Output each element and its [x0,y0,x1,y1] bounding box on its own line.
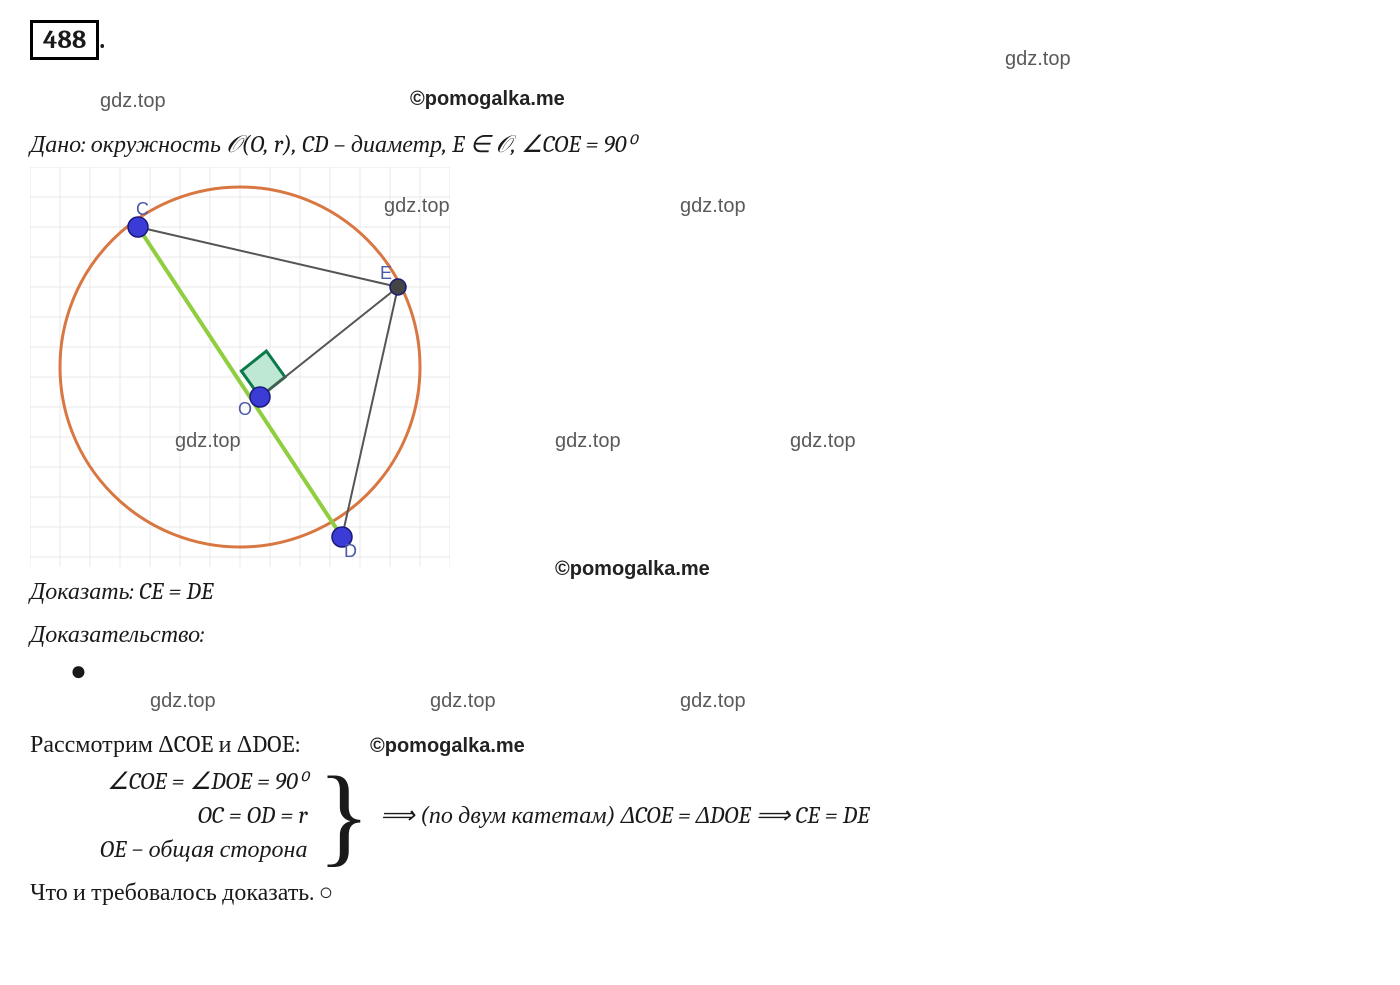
given-prefix: Дано [30,130,81,158]
problem-number-dot: . [99,25,105,55]
consider-line: Рассмотрим ΔCOE и ΔDOE: [30,730,1370,759]
qed-line: Что и требовалось доказать. ○ [30,878,1370,907]
condition-2: OC = OD = r [198,801,308,829]
prove-prefix: Доказать [30,577,130,605]
prove-line: Доказать: CE = DE [30,577,1370,606]
svg-text:C: C [136,199,149,219]
watermark-text: gdz.top [555,430,621,453]
condition-1: ∠COE = ∠DOE = 90⁰ [107,767,307,795]
watermark-text: ©pomogalka.me [410,88,565,111]
conditions-row: ∠COE = ∠DOE = 90⁰ OC = OD = r OE − общая… [100,767,1370,864]
watermark-text: gdz.top [680,690,746,713]
watermark-text: gdz.top [790,430,856,453]
geometry-diagram: O C D E [30,167,450,567]
proof-label: Доказательство: [30,620,1370,649]
problem-header: 488. [30,20,1370,60]
svg-text:O: O [238,399,252,419]
diagram-svg: O C D E [30,167,450,567]
given-text: : окружность 𝒪(O, r), CD – диаметр, E ∈ … [81,130,636,158]
svg-text:E: E [380,263,392,283]
watermark-text: gdz.top [430,690,496,713]
curly-brace: } [315,771,372,859]
condition-3: OE − общая сторона [100,835,307,864]
watermark-text: gdz.top [150,690,216,713]
watermark-text: gdz.top [680,195,746,218]
bullet: ● [70,663,1370,680]
conditions-block: ∠COE = ∠DOE = 90⁰ OC = OD = r OE − общая… [100,767,307,864]
given-line: Дано: окружность 𝒪(O, r), CD – диаметр, … [30,130,1370,159]
svg-text:D: D [344,541,357,561]
watermark-text: gdz.top [100,90,166,113]
prove-text: : CE = DE [130,577,213,605]
problem-number: 488 [30,20,99,60]
implication: ⟹ (по двум катетам) ΔCOE = ΔDOE ⟹ CE = D… [380,801,869,830]
